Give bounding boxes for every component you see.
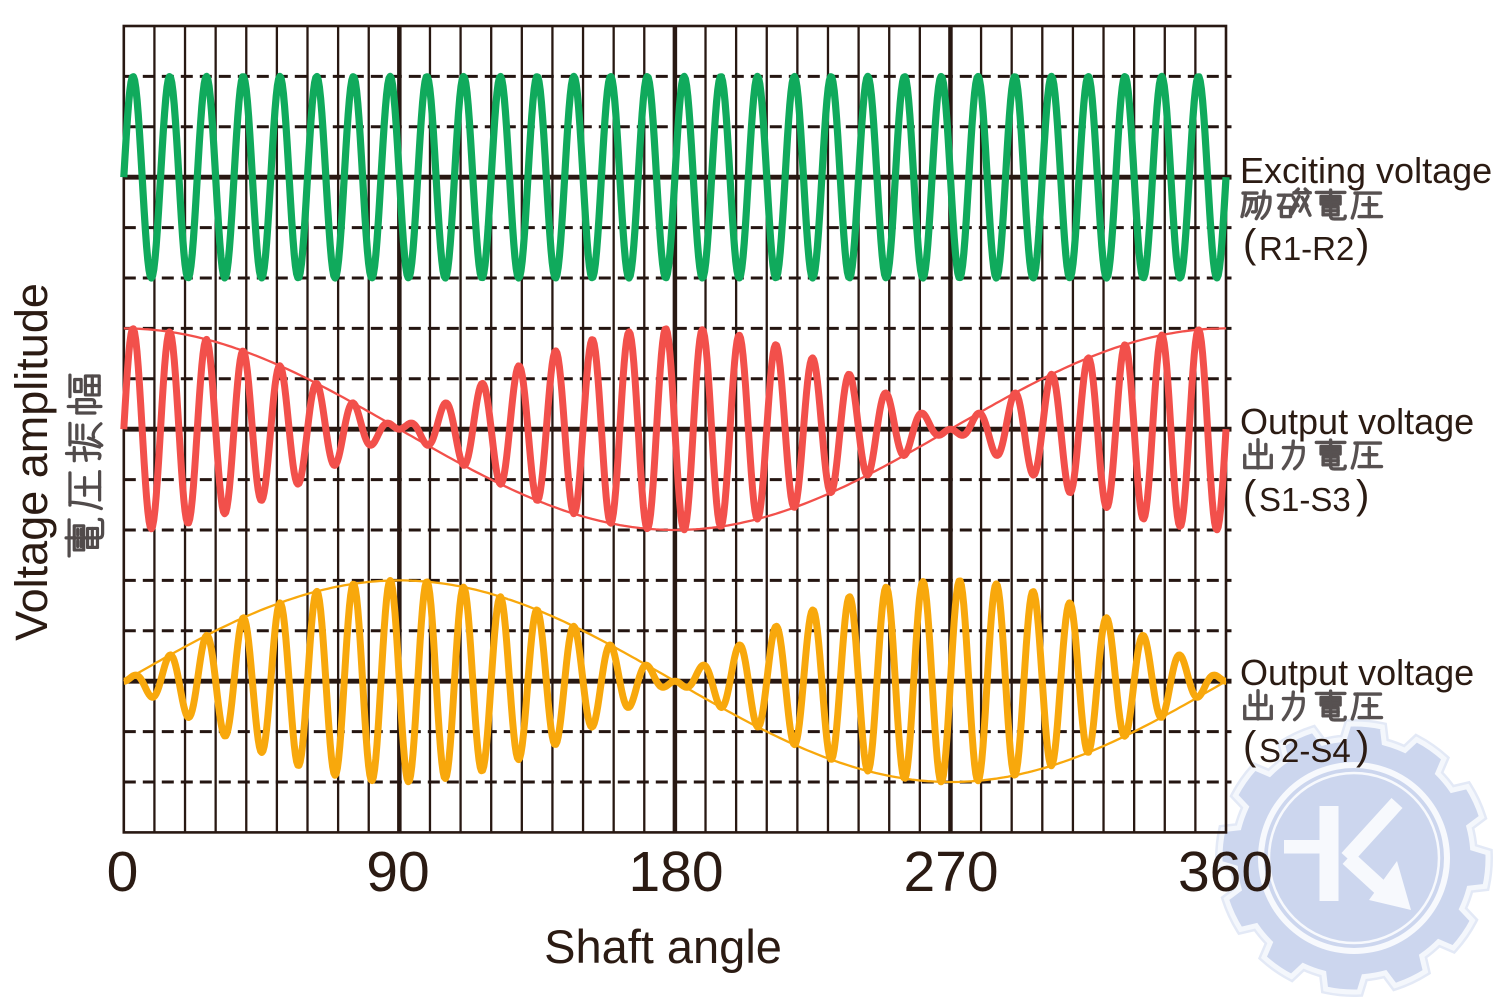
svg-text:): ) <box>1356 222 1369 266</box>
svg-text:270: 270 <box>903 840 998 904</box>
svg-text:): ) <box>1356 724 1369 768</box>
svg-text:Voltage amplitude: Voltage amplitude <box>6 283 57 641</box>
svg-text:180: 180 <box>628 840 723 904</box>
svg-text:): ) <box>1356 473 1369 517</box>
svg-text:Output voltage: Output voltage <box>1240 401 1474 442</box>
svg-text:(: ( <box>1243 473 1257 517</box>
svg-text:360: 360 <box>1178 840 1273 904</box>
svg-text:90: 90 <box>366 840 429 904</box>
svg-text:Output voltage: Output voltage <box>1240 652 1474 693</box>
svg-text:S2-S4: S2-S4 <box>1259 732 1351 769</box>
svg-text:Shaft angle: Shaft angle <box>544 920 782 973</box>
svg-text:R1-R2: R1-R2 <box>1259 230 1354 267</box>
svg-text:0: 0 <box>107 840 139 904</box>
svg-text:S1-S3: S1-S3 <box>1259 481 1351 518</box>
svg-text:(: ( <box>1243 222 1257 266</box>
svg-text:(: ( <box>1243 724 1257 768</box>
svg-text:Exciting voltage: Exciting voltage <box>1240 150 1492 191</box>
